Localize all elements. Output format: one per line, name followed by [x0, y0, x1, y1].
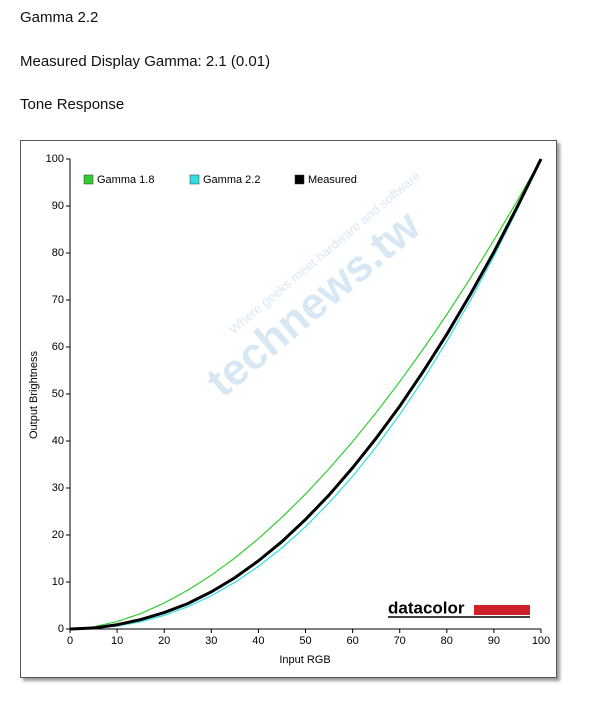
- x-tick-label: 40: [252, 635, 264, 647]
- y-tick-label: 30: [52, 482, 64, 494]
- page-title: Gamma 2.2: [20, 9, 99, 26]
- x-tick-label: 60: [346, 635, 358, 647]
- x-tick-label: 10: [111, 635, 123, 647]
- section-title: Tone Response: [20, 96, 125, 113]
- x-tick-label: 50: [299, 635, 311, 647]
- y-tick-label: 100: [46, 153, 64, 165]
- watermark-text: technews.tw: [197, 200, 429, 406]
- legend-swatch: [189, 174, 200, 185]
- x-tick-label: 30: [205, 635, 217, 647]
- y-tick-label: 20: [52, 529, 64, 541]
- x-tick-label: 80: [441, 635, 453, 647]
- x-tick-label: 100: [532, 635, 550, 647]
- legend-swatch: [294, 174, 305, 185]
- logo: datacolor: [388, 598, 465, 617]
- legend-label: Gamma 2.2: [203, 174, 260, 186]
- y-tick-label: 10: [52, 576, 64, 588]
- legend-swatch: [83, 174, 94, 185]
- watermark: technews.tw Where geeks meet hardware an…: [197, 168, 429, 407]
- y-tick-label: 70: [52, 294, 64, 306]
- x-tick-label: 20: [158, 635, 170, 647]
- y-tick-label: 60: [52, 341, 64, 353]
- y-tick-label: 0: [58, 623, 64, 635]
- x-tick-label: 70: [394, 635, 406, 647]
- y-tick-label: 90: [52, 200, 64, 212]
- series-line: [69, 158, 543, 631]
- measured-gamma: Measured Display Gamma: 2.1 (0.01): [20, 53, 271, 70]
- y-tick-label: 80: [52, 247, 64, 259]
- logo-bar: [474, 605, 530, 615]
- legend-label: Measured: [308, 174, 357, 186]
- x-axis-label: Input RGB: [279, 654, 330, 666]
- series-line: [69, 158, 542, 630]
- y-tick-label: 50: [52, 388, 64, 400]
- series-line: [69, 158, 542, 630]
- legend-label: Gamma 1.8: [97, 174, 154, 186]
- x-tick-label: 90: [488, 635, 500, 647]
- y-axis-label: Output Brightness: [28, 350, 40, 439]
- y-tick-label: 40: [52, 435, 64, 447]
- x-tick-label: 0: [67, 635, 73, 647]
- chart-frame: [20, 140, 557, 678]
